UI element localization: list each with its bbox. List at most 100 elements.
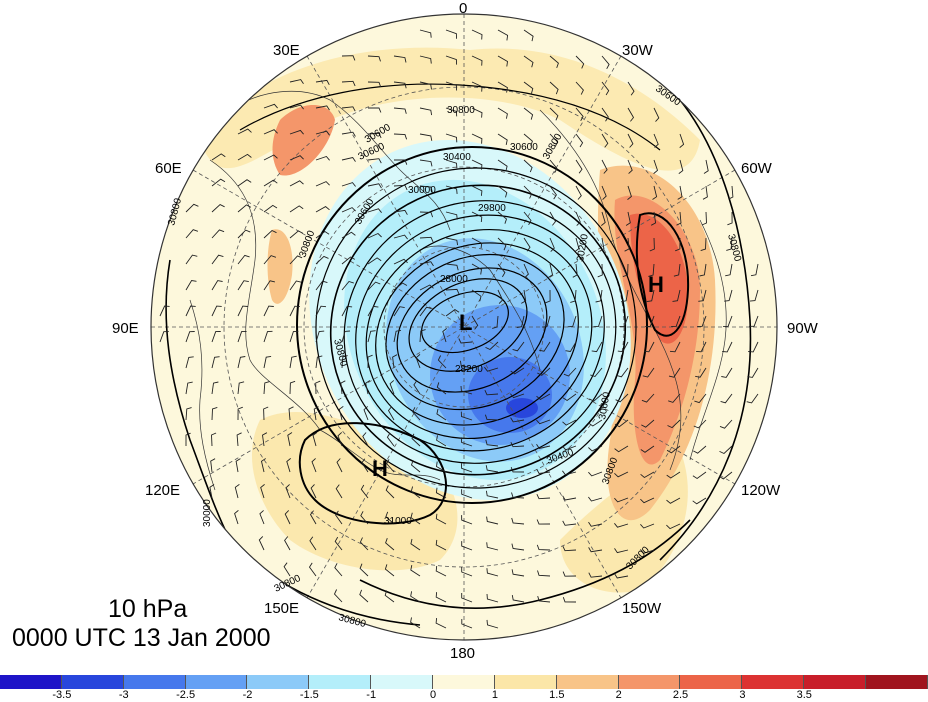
wind-barb (679, 133, 685, 148)
wind-barb (289, 255, 303, 265)
wind-barb (262, 432, 268, 447)
wind-barb (588, 572, 603, 578)
wind-barb (614, 419, 629, 428)
wind-barb (484, 414, 499, 421)
contour-label: 30600 (597, 391, 613, 421)
wind-barb (436, 461, 447, 473)
wind-barb (510, 367, 525, 375)
wind-barb (312, 432, 318, 447)
wind-barb (315, 105, 330, 111)
wind-barb (614, 523, 629, 528)
wind-barb (719, 445, 733, 455)
wind-barb (367, 330, 376, 343)
wind-barb (211, 254, 224, 265)
wind-barb (641, 419, 655, 428)
wind-barb (234, 510, 239, 525)
wind-barb (523, 29, 534, 42)
wind-barb (748, 341, 759, 353)
wind-barb (237, 406, 243, 421)
wind-barb (289, 380, 296, 395)
wind-barb (211, 406, 218, 421)
wind-barb (727, 211, 733, 226)
wind-barb (497, 133, 508, 145)
wind-barb (720, 393, 733, 404)
wind-barb (338, 406, 344, 421)
wind-barb (367, 107, 382, 113)
wind-barb (601, 211, 606, 226)
wind-barb (621, 289, 629, 303)
wind-barb (536, 544, 551, 551)
wind-barb (410, 460, 421, 473)
wind-barb (211, 305, 222, 317)
wind-barb (510, 393, 525, 399)
wind-barb (458, 338, 473, 344)
wind-barb (289, 305, 300, 317)
longitude-label: 90W (787, 320, 818, 337)
wind-barb (159, 305, 170, 317)
wind-barb (360, 484, 369, 499)
wind-barb (211, 356, 220, 369)
time-title: 0000 UTC 13 Jan 2000 (12, 624, 271, 652)
wind-barb (549, 159, 558, 174)
wind-barb (516, 315, 525, 328)
wind-barb (668, 393, 681, 403)
wind-barb (367, 132, 382, 139)
wind-barb (209, 484, 215, 499)
wind-barb (601, 81, 610, 96)
wind-barb (562, 495, 577, 501)
colorbar-swatch (61, 675, 124, 689)
wind-barb (599, 237, 605, 252)
wind-barb (601, 55, 610, 70)
wind-barb (588, 521, 603, 527)
wind-barb (367, 208, 382, 213)
wind-barb (461, 541, 473, 551)
contour-label: 29800 (478, 203, 506, 214)
wind-barb (666, 471, 681, 479)
wind-barb (523, 81, 534, 94)
wind-barb (289, 280, 302, 291)
wind-barb (445, 211, 458, 220)
wind-barb (263, 179, 278, 187)
wind-barb (461, 489, 473, 499)
wind-barb (384, 564, 395, 577)
wind-barb (367, 281, 381, 291)
wind-barb (419, 329, 426, 343)
wind-barb (419, 236, 434, 243)
wind-barb (411, 433, 421, 447)
wind-barb (389, 380, 395, 395)
wind-barb (393, 55, 407, 63)
colorbar-swatch (866, 675, 928, 689)
wind-barb (590, 367, 603, 378)
wind-barb (723, 315, 733, 327)
wind-barb (393, 306, 405, 317)
wind-barb (263, 204, 278, 213)
wind-barb (536, 419, 551, 425)
wind-barb (367, 305, 379, 317)
wind-barb (497, 237, 507, 251)
contour-label: 28000 (440, 274, 468, 285)
wind-barb (435, 487, 447, 499)
wind-barb (497, 159, 508, 172)
colorbar-swatch (247, 675, 310, 689)
wind-barb (263, 355, 272, 369)
wind-barb (617, 341, 629, 353)
wind-barb (572, 263, 578, 278)
wind-barb (728, 185, 734, 200)
wind-barb (461, 593, 473, 603)
wind-barb (289, 230, 304, 239)
wind-barb (471, 107, 483, 118)
contour-label: 28200 (455, 364, 483, 375)
polar-map: L H H 30800 30600 30400 30000 29800 3060… (150, 13, 778, 641)
colorbar-swatch (494, 675, 557, 689)
wind-barb (435, 513, 447, 525)
wind-barb (562, 470, 577, 476)
wind-barb (445, 29, 457, 39)
wind-barb (385, 485, 395, 499)
wind-barb (698, 289, 707, 302)
wind-barb (393, 282, 408, 291)
wind-barb (185, 331, 195, 343)
wind-barb (315, 280, 328, 291)
wind-barb (384, 590, 395, 603)
wind-barb (237, 128, 252, 135)
wind-barb (549, 211, 557, 226)
